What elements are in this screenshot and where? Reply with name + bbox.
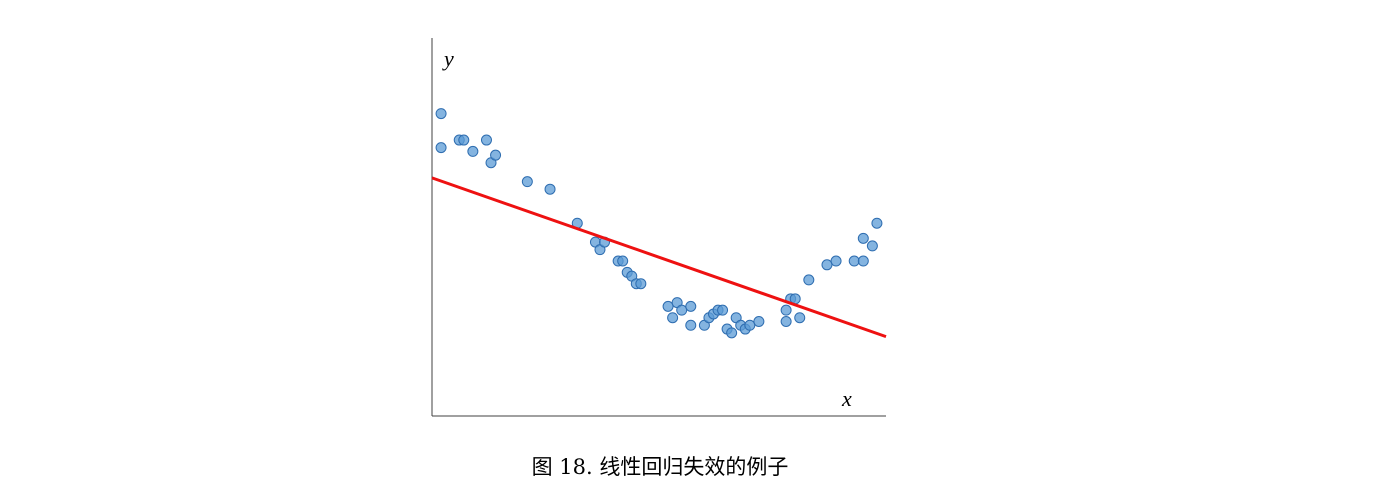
data-point xyxy=(662,300,674,312)
data-point xyxy=(521,176,533,188)
data-point xyxy=(617,255,629,267)
y-axis-label: y xyxy=(442,46,454,71)
data-point xyxy=(490,149,502,161)
data-point xyxy=(857,232,869,244)
data-point xyxy=(676,304,688,316)
data-point xyxy=(857,255,869,267)
data-point xyxy=(685,319,697,331)
data-points xyxy=(435,108,883,339)
data-point xyxy=(435,142,447,154)
data-point xyxy=(803,274,815,286)
data-point xyxy=(717,304,729,316)
data-point xyxy=(753,316,765,327)
data-point xyxy=(544,183,556,195)
data-point xyxy=(871,217,883,229)
data-point xyxy=(635,278,647,290)
data-point xyxy=(726,327,738,339)
data-point xyxy=(480,134,492,146)
data-point xyxy=(866,240,878,252)
x-axis-label: x xyxy=(841,386,852,411)
data-point xyxy=(458,134,470,146)
scatter-chart: y x xyxy=(431,38,887,417)
data-point xyxy=(467,145,479,157)
data-point xyxy=(848,255,860,267)
data-point xyxy=(821,259,833,271)
data-point xyxy=(435,108,447,120)
data-point xyxy=(780,304,792,316)
data-point xyxy=(794,312,806,324)
data-point xyxy=(744,319,756,331)
regression-line xyxy=(431,176,887,339)
data-point xyxy=(667,312,679,324)
figure-caption: 图 18. 线性回归失效的例子 xyxy=(531,455,789,479)
data-point xyxy=(830,255,842,267)
data-point xyxy=(780,316,792,327)
data-point xyxy=(685,300,697,312)
